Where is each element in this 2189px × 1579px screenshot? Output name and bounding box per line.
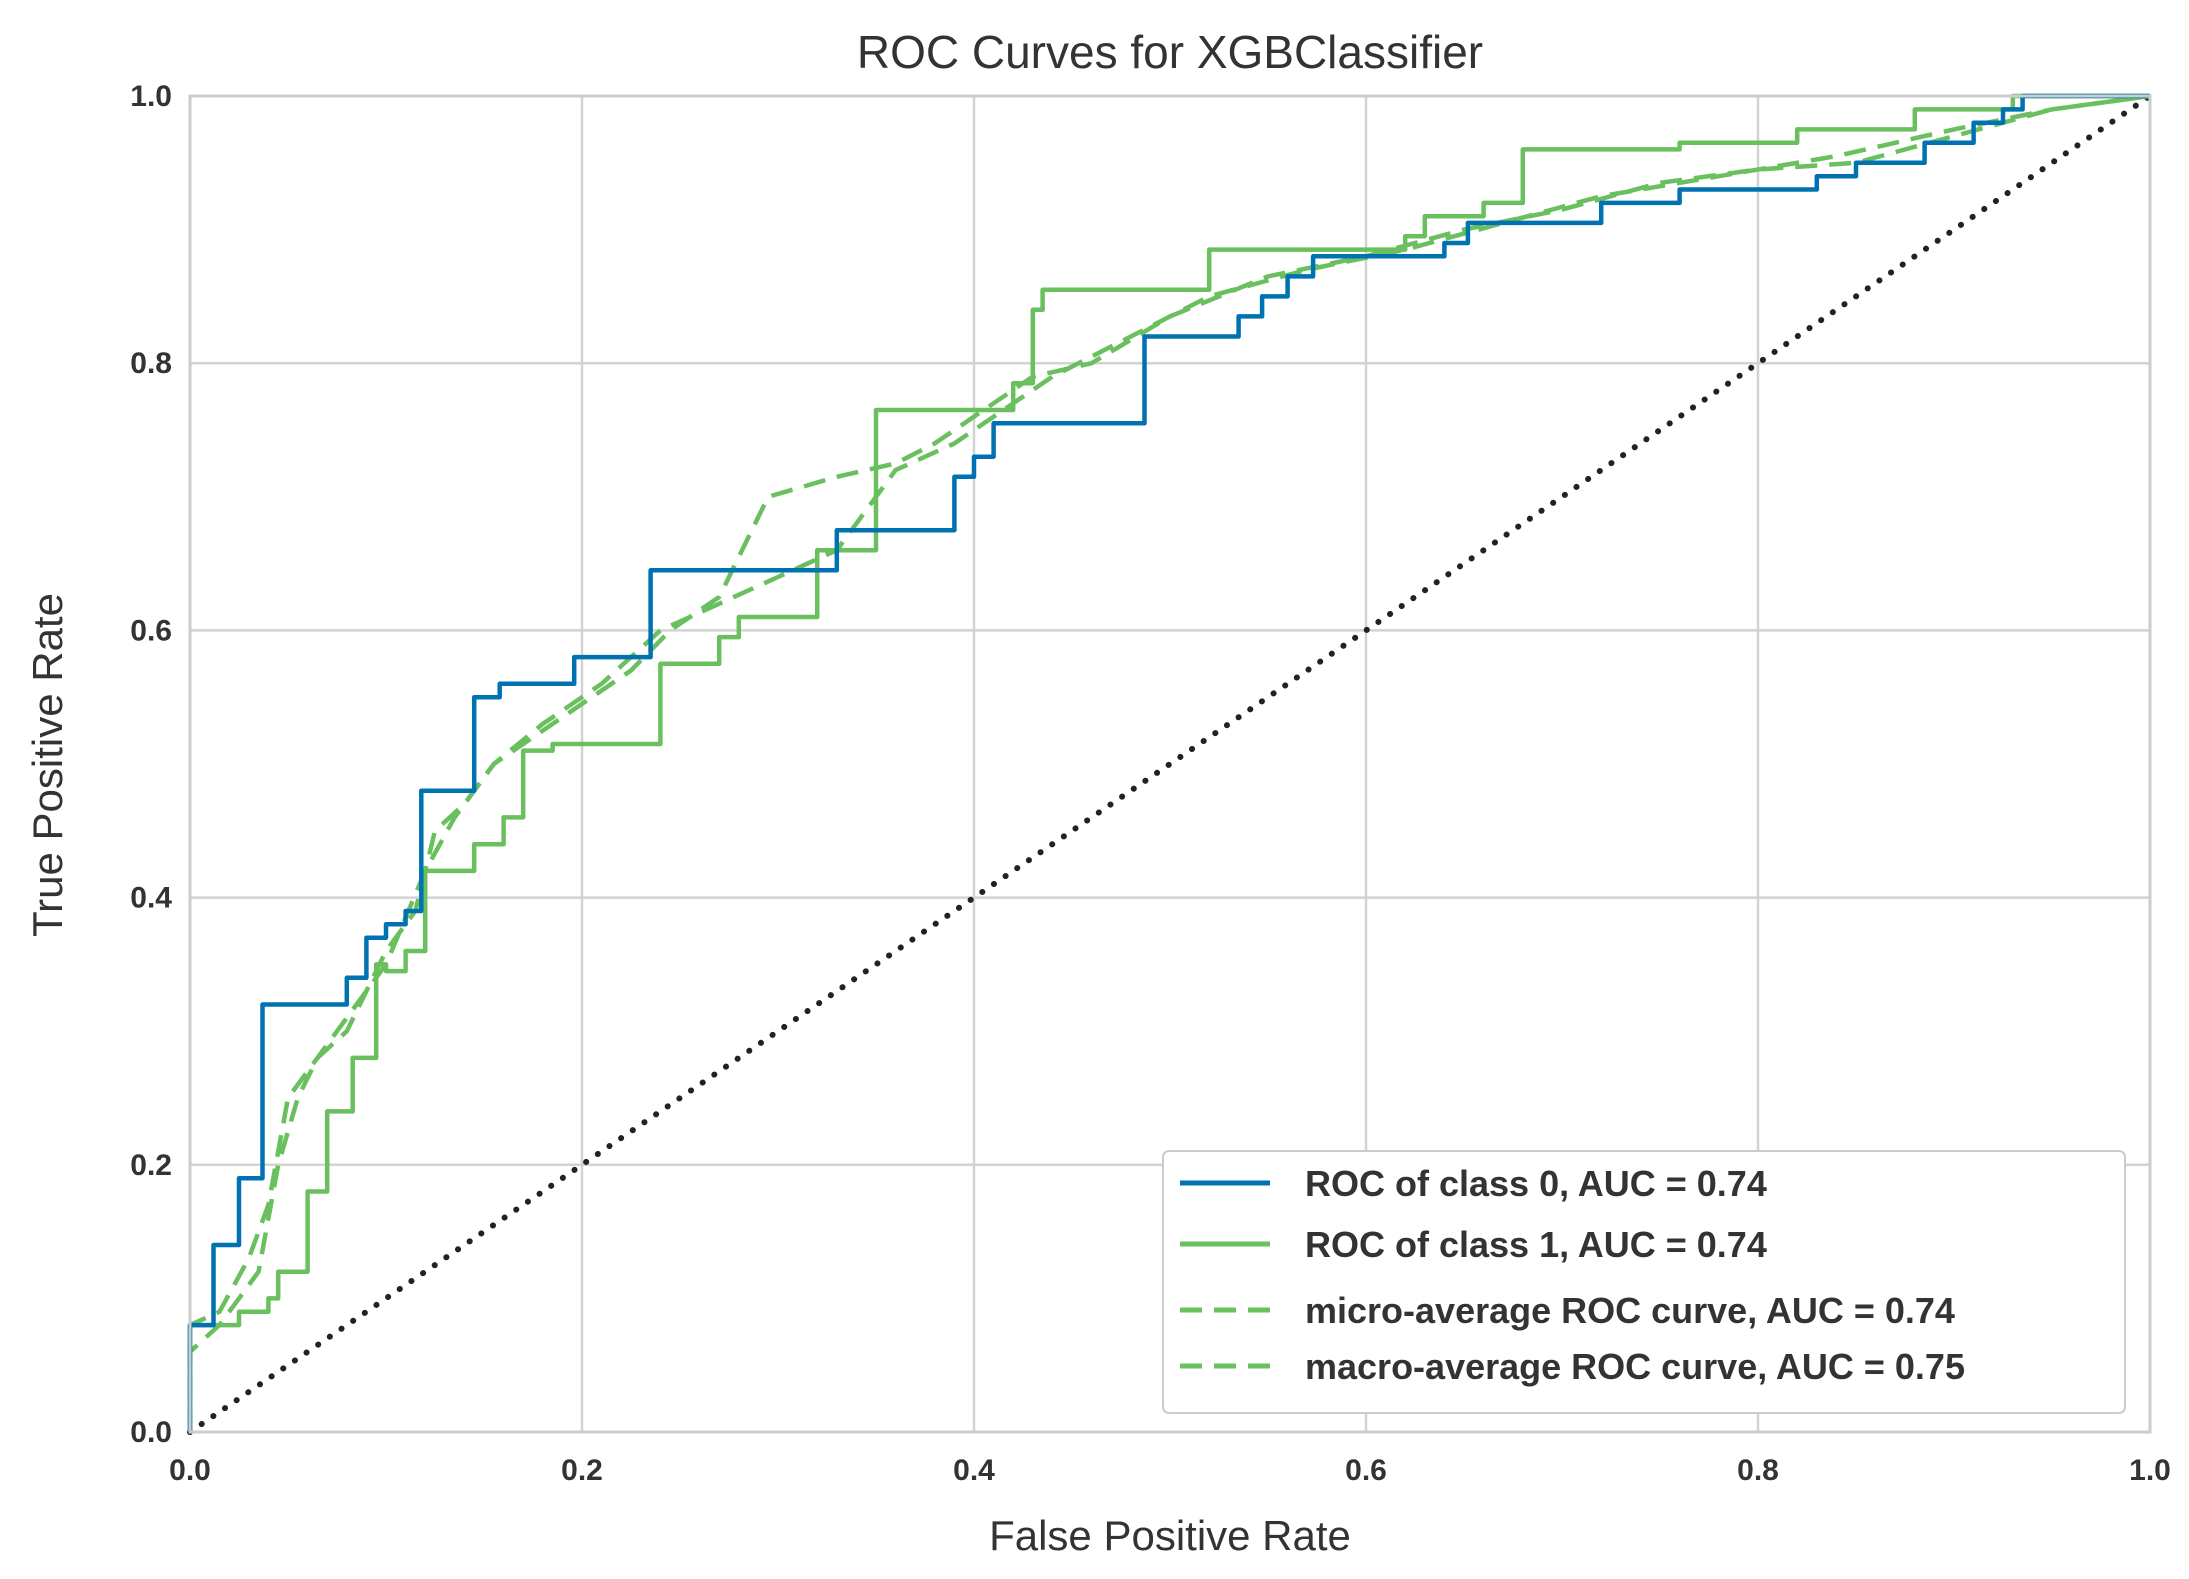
y-tick-label: 0.4	[130, 882, 172, 915]
chance-diagonal-line	[187, 93, 2153, 1435]
roc-class-1-line	[187, 93, 2150, 1432]
x-tick-label: 0.4	[953, 1454, 995, 1487]
roc-class-0-line	[187, 93, 2150, 1432]
legend-box	[1162, 1150, 2126, 1414]
x-tick-label: 0.6	[1345, 1454, 1387, 1487]
series-layer	[187, 93, 2153, 1435]
y-tick-labels: 0.0 0.2 0.4 0.6 0.8 1.0	[130, 80, 172, 1449]
x-tick-label: 0.8	[1737, 1454, 1779, 1487]
legend-label-class-1: ROC of class 1, AUC = 0.74	[1305, 1224, 1767, 1265]
grid	[188, 94, 2152, 1434]
x-tick-labels: 0.0 0.2 0.4 0.6 0.8 1.0	[169, 1454, 2171, 1487]
legend-label-macro: macro-average ROC curve, AUC = 0.75	[1305, 1346, 1965, 1387]
chart-title: ROC Curves for XGBClassifier	[857, 26, 1483, 78]
x-tick-label: 0.0	[169, 1454, 211, 1487]
x-axis-label: False Positive Rate	[989, 1512, 1351, 1559]
plot-frame	[188, 94, 2152, 1434]
legend: ROC of class 0, AUC = 0.74 ROC of class …	[1162, 1150, 2126, 1414]
x-tick-label: 1.0	[2129, 1454, 2171, 1487]
y-tick-label: 0.2	[130, 1149, 172, 1182]
y-tick-label: 1.0	[130, 80, 172, 113]
y-tick-label: 0.6	[130, 614, 172, 647]
y-axis-label: True Positive Rate	[24, 593, 71, 937]
x-tick-label: 0.2	[561, 1454, 603, 1487]
y-tick-label: 0.0	[130, 1416, 172, 1449]
macro-average-line	[187, 93, 2151, 1432]
legend-label-micro: micro-average ROC curve, AUC = 0.74	[1305, 1290, 1955, 1331]
y-tick-label: 0.8	[130, 347, 172, 380]
legend-label-class-0: ROC of class 0, AUC = 0.74	[1305, 1163, 1767, 1204]
